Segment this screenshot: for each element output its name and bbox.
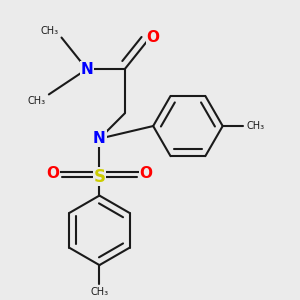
Text: CH₃: CH₃ xyxy=(246,121,265,131)
Text: O: O xyxy=(147,30,160,45)
Text: O: O xyxy=(46,166,59,181)
Text: S: S xyxy=(93,168,105,186)
Text: CH₃: CH₃ xyxy=(28,96,46,106)
Text: CH₃: CH₃ xyxy=(90,287,109,297)
Text: O: O xyxy=(140,166,153,181)
Text: N: N xyxy=(80,61,93,76)
Text: CH₃: CH₃ xyxy=(40,26,58,36)
Text: N: N xyxy=(93,131,106,146)
